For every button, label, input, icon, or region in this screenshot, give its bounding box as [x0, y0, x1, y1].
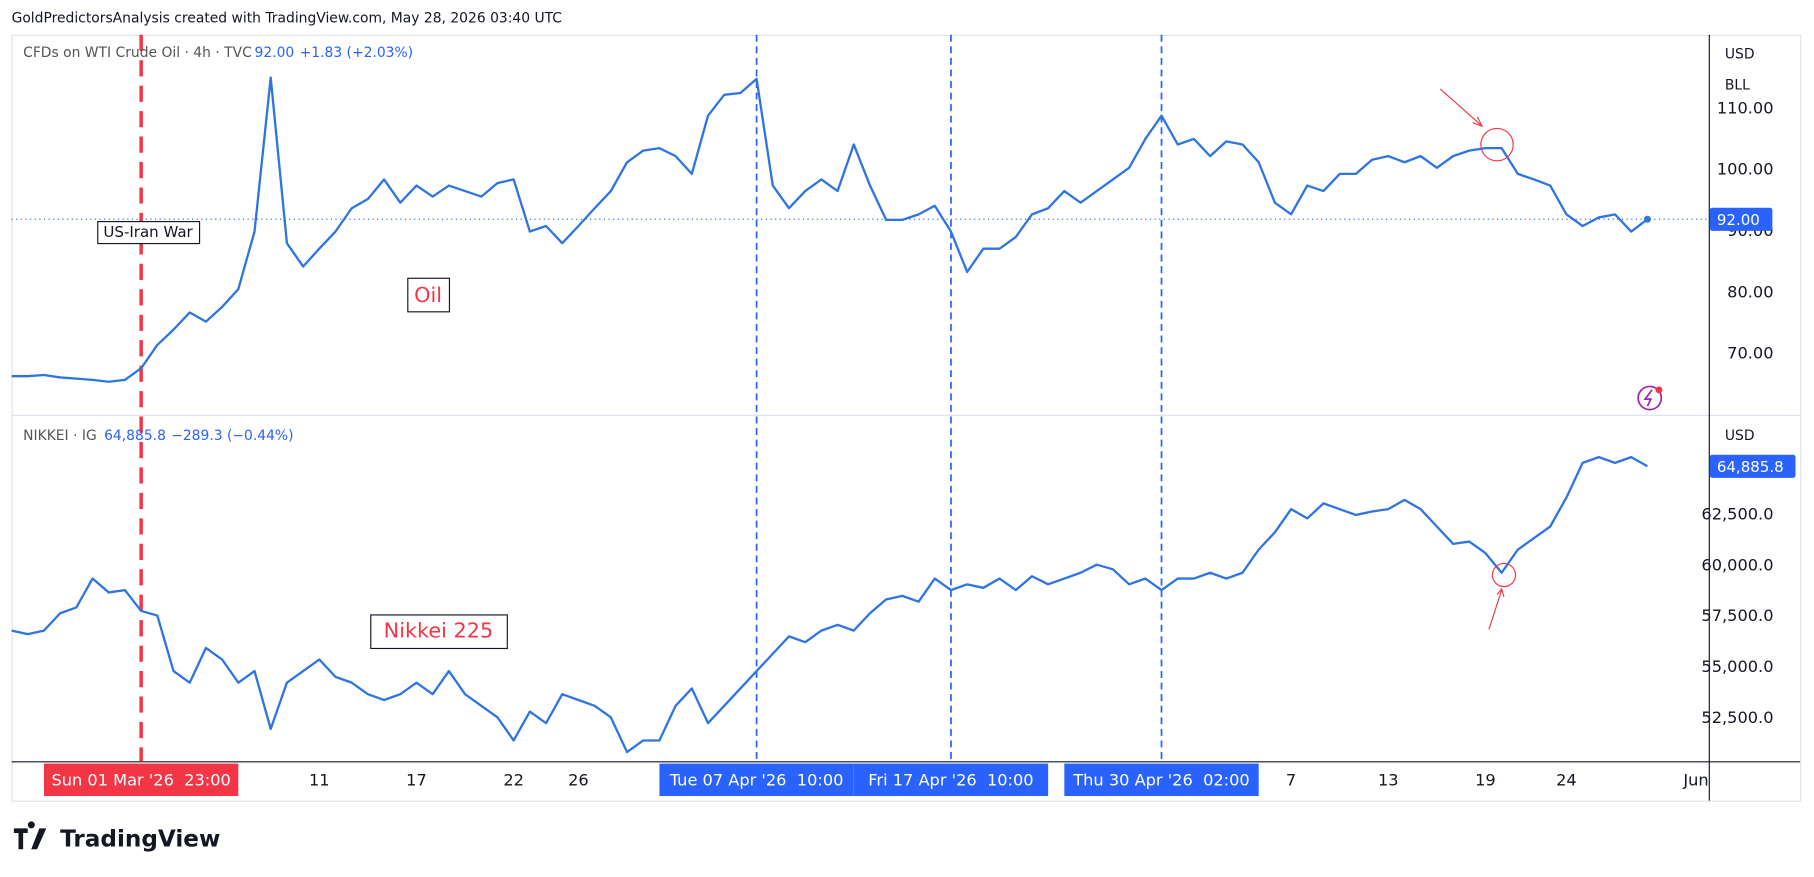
icon-bolt	[1643, 389, 1653, 407]
price-label: 92.00	[1717, 211, 1760, 229]
annotation-box	[370, 614, 508, 650]
y-tick-label: 70.00	[1727, 344, 1773, 363]
legend-title: NIKKEI · IG	[23, 428, 97, 444]
y-tick-label: 55,000.0	[1701, 657, 1773, 676]
icon[interactable]	[1637, 385, 1663, 411]
time-highlight	[853, 763, 1049, 796]
time-highlight	[659, 763, 854, 796]
x-tick-label: 26	[568, 770, 589, 789]
icon-dot	[1655, 386, 1663, 394]
x-tick-label: Tue 07 Apr '26 10:00	[669, 770, 844, 789]
x-tick-label: 24	[1556, 770, 1577, 789]
x-tick-label: Thu 30 Apr '26 02:00	[1072, 770, 1249, 789]
price-label-box	[1709, 207, 1773, 231]
x-tick-label: 22	[503, 770, 524, 789]
annotation-box	[97, 221, 201, 245]
currency[interactable]: USD	[1725, 428, 1755, 444]
time-highlight	[1064, 763, 1259, 796]
x-tick-label: 7	[1286, 770, 1296, 789]
legend-price: 64,885.8	[104, 428, 166, 444]
y-tick-label: 100.00	[1717, 160, 1774, 179]
brand-logo	[13, 821, 47, 850]
plot: Sun 01 Mar '26 23:00 11 17 22 26 Tue 07 Apr '…	[11, 34, 1796, 796]
unit[interactable]: BLL	[1725, 78, 1750, 94]
x-tick-label: 13	[1378, 770, 1399, 789]
x-tick-label: 11	[309, 770, 330, 789]
y-tick-label: 110.00	[1717, 98, 1774, 117]
highlight-circle	[1491, 562, 1517, 588]
x-tick-label: Jun	[1682, 770, 1708, 789]
frame	[11, 34, 1802, 802]
y-tick-label: 52,500.0	[1701, 708, 1773, 727]
x-tick-label: Fri 17 Apr '26 10:00	[868, 770, 1033, 789]
arrowhead	[1472, 116, 1484, 128]
header: GoldPredictorsAnalysis created with Trad…	[12, 11, 562, 27]
legend-change: −289.3 (−0.44%)	[171, 428, 293, 444]
last-point	[1643, 215, 1651, 223]
highlight-circle	[1480, 127, 1514, 162]
x-tick-label: 19	[1475, 770, 1496, 789]
arrowhead	[1496, 587, 1505, 598]
annotation: US-Iran War	[103, 223, 193, 241]
brand: TradingView	[60, 826, 220, 852]
y-tick-label: 60,000.0	[1701, 555, 1773, 574]
annotation-box	[407, 277, 451, 313]
arrow	[1488, 589, 1503, 630]
series-line	[11, 455, 1648, 754]
y-tick-label: 80.00	[1727, 282, 1773, 301]
legend-change: +1.83 (+2.03%)	[300, 45, 413, 61]
legend-title: CFDs on WTI Crude Oil · 4h · TVC	[23, 45, 252, 61]
annotation: Nikkei 225	[384, 619, 494, 643]
price-label-box	[1709, 454, 1796, 478]
y-tick-label: 62,500.0	[1701, 504, 1773, 523]
x-tick-label: Sun 01 Mar '26 23:00	[51, 770, 230, 789]
series-line	[11, 76, 1649, 383]
time-highlight	[43, 763, 239, 796]
y-tick-label: 57,500.0	[1701, 606, 1773, 625]
x-tick-label: 17	[406, 770, 427, 789]
price-label: 64,885.8	[1717, 458, 1784, 476]
currency[interactable]: USD	[1725, 46, 1755, 62]
annotation: Oil	[414, 283, 442, 307]
legend-price: 92.00	[255, 45, 295, 61]
arrow	[1439, 88, 1482, 126]
